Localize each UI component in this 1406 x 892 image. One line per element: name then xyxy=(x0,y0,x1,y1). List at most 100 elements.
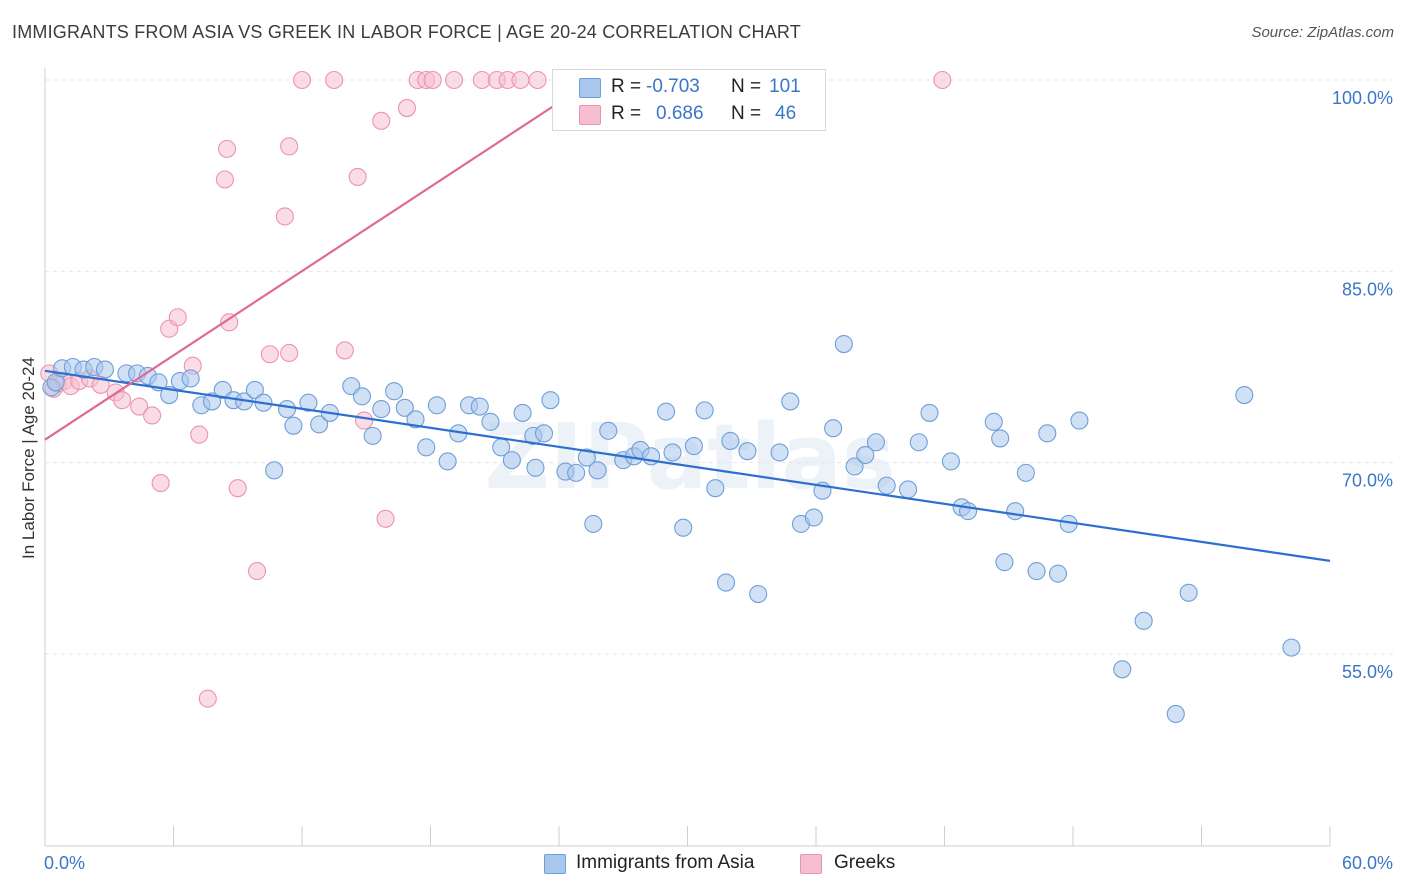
asia-point xyxy=(265,461,284,480)
greeks-point xyxy=(280,343,299,363)
asia-point xyxy=(284,416,303,435)
asia-point xyxy=(310,415,329,434)
asia-point xyxy=(845,457,864,476)
chart-title: IMMIGRANTS FROM ASIA VS GREEK IN LABOR F… xyxy=(12,22,801,42)
legend-n-label: N = xyxy=(731,76,762,97)
asia-points xyxy=(42,334,1301,724)
asia-point xyxy=(502,451,521,470)
legend-label-asia: Immigrants from Asia xyxy=(576,852,755,873)
asia-point xyxy=(1166,704,1185,724)
greeks-point xyxy=(247,562,267,581)
asia-point xyxy=(1113,660,1132,679)
greeks-point xyxy=(348,167,367,186)
asia-point xyxy=(706,479,725,498)
legend-swatch-asia xyxy=(579,78,601,98)
greeks-point xyxy=(220,313,239,332)
greeks-point xyxy=(280,137,299,156)
asia-point xyxy=(856,445,875,465)
asia-point xyxy=(584,514,603,533)
asia-point xyxy=(599,421,618,440)
greeks-point xyxy=(933,70,952,90)
asia-point xyxy=(716,573,736,592)
asia-point xyxy=(299,393,318,412)
asia-point xyxy=(804,508,823,527)
greeks-point xyxy=(228,479,247,498)
asia-point xyxy=(395,398,414,417)
legend-r-value: -0.703 xyxy=(646,76,700,97)
asia-point xyxy=(721,431,740,451)
trend-lines xyxy=(44,79,1331,562)
asia-point xyxy=(417,438,436,457)
greeks-point xyxy=(130,397,149,416)
asia-point xyxy=(1070,411,1089,430)
asia-point xyxy=(995,553,1014,572)
asia-point xyxy=(1048,564,1068,583)
asia-point xyxy=(513,403,532,422)
asia-point xyxy=(1038,424,1057,443)
greeks-point xyxy=(376,509,395,528)
asia-point xyxy=(909,433,928,452)
asia-point xyxy=(1016,463,1035,482)
legend-r-value: 0.686 xyxy=(656,103,704,124)
greeks-point xyxy=(397,99,416,118)
asia-point xyxy=(470,397,489,416)
asia-point xyxy=(277,400,297,419)
asia-point xyxy=(1027,562,1046,581)
legend-n-value: 46 xyxy=(775,103,797,124)
source-label: Source: ZipAtlas.com xyxy=(1251,24,1394,41)
y-tick-label: 100.0% xyxy=(1332,88,1393,108)
asia-point xyxy=(577,448,596,467)
greeks-point xyxy=(168,308,187,327)
greeks-point xyxy=(445,70,464,90)
asia-point xyxy=(438,452,457,471)
asia-point xyxy=(245,380,264,400)
asia-point xyxy=(824,419,843,438)
legend-swatch-greeks xyxy=(579,105,601,125)
asia-point xyxy=(674,518,693,537)
asia-point xyxy=(181,369,200,388)
grid-lines xyxy=(45,79,1394,655)
y-tick-label: 55.0% xyxy=(1342,662,1393,682)
asia-point xyxy=(657,402,676,421)
asia-point xyxy=(406,410,425,429)
asia-point xyxy=(1134,611,1153,630)
asia-point xyxy=(1179,583,1198,602)
legend-label-greeks: Greeks xyxy=(834,852,896,873)
asia-point xyxy=(738,442,757,461)
asia-point xyxy=(372,400,391,419)
asia-point xyxy=(663,443,682,462)
legend-swatch-greeks xyxy=(800,854,822,874)
legend-r-label: R = xyxy=(611,103,642,124)
greeks-point xyxy=(143,406,162,425)
greeks-point xyxy=(335,341,354,360)
greeks-point xyxy=(217,139,237,158)
legend-n-value: 101 xyxy=(769,76,801,97)
greeks-point xyxy=(528,70,547,90)
x-tick-labels: 0.0% 60.0% xyxy=(44,853,1393,873)
greeks-point xyxy=(260,345,279,364)
greeks-point xyxy=(292,70,312,90)
asia-point xyxy=(1235,386,1254,405)
greeks-point xyxy=(423,70,442,90)
asia-point xyxy=(749,584,768,604)
asia-point xyxy=(534,424,554,443)
asia-point xyxy=(959,502,978,521)
greeks-point xyxy=(215,170,234,189)
asia-point xyxy=(385,382,404,401)
asia-point xyxy=(866,433,886,452)
greeks-point xyxy=(325,70,344,90)
greeks-point xyxy=(198,689,217,708)
asia-point xyxy=(920,403,939,422)
asia-point xyxy=(1282,638,1301,657)
asia-point xyxy=(541,391,560,410)
legend-n-label: N = xyxy=(731,103,762,124)
y-tick-label: 85.0% xyxy=(1342,279,1393,299)
greeks-point xyxy=(511,70,530,90)
asia-point xyxy=(877,476,896,495)
y-tick-label: 70.0% xyxy=(1342,471,1393,491)
asia-point xyxy=(363,426,382,445)
asia-point xyxy=(684,437,703,456)
asia-point xyxy=(588,461,607,480)
greeks-point xyxy=(151,474,170,493)
